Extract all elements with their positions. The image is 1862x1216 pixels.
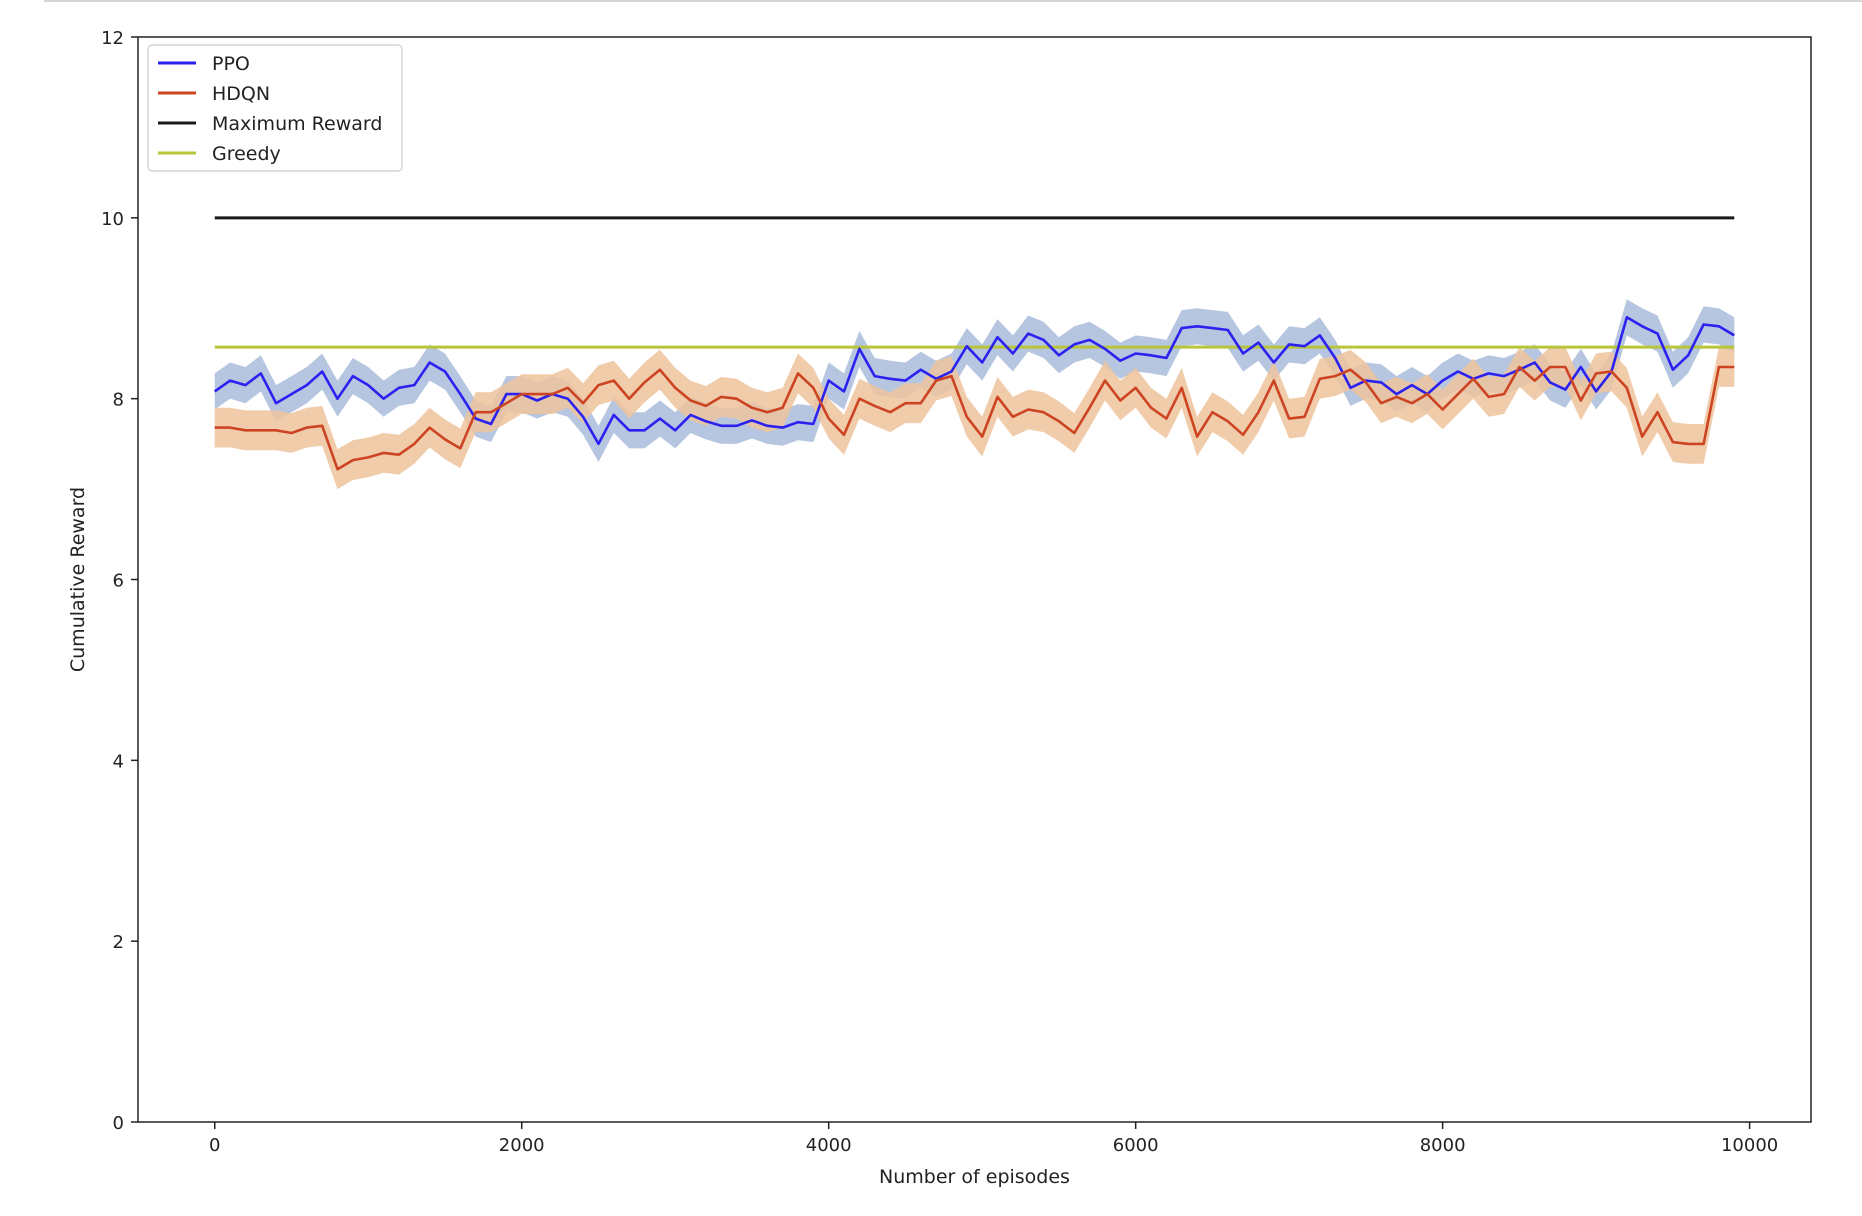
- legend: PPO HDQN Maximum Reward Greedy: [147, 44, 403, 172]
- plot-frame: [137, 36, 1812, 1123]
- legend-label-greedy: Greedy: [212, 143, 281, 165]
- series-lines: [213, 216, 1735, 471]
- confidence-bands: [214, 299, 1735, 490]
- y-tick-label: 4: [113, 751, 124, 772]
- y-tick-label: 0: [113, 1113, 124, 1134]
- x-axis-label: Number of episodes: [879, 1166, 1070, 1188]
- legend-label-hdqn: HDQN: [212, 83, 270, 105]
- x-tick-label: 0: [209, 1135, 220, 1156]
- x-tick-label: 6000: [1113, 1135, 1159, 1156]
- y-tick-label: 10: [101, 209, 124, 230]
- band-hdqn: [214, 347, 1735, 490]
- band-ppo: [214, 299, 1735, 462]
- line-hdqn: [214, 365, 1735, 471]
- y-axis-ticks: 0 2 4 6 8 10 12: [101, 28, 138, 1134]
- y-tick-label: 12: [101, 28, 124, 49]
- y-tick-label: 8: [113, 390, 124, 411]
- top-divider: [44, 0, 1862, 2]
- x-axis-ticks: 0 2000 4000 6000 8000 10000: [209, 1122, 1778, 1156]
- x-tick-label: 8000: [1420, 1135, 1466, 1156]
- x-tick-label: 4000: [806, 1135, 852, 1156]
- legend-label-ppo: PPO: [212, 53, 250, 75]
- x-tick-label: 2000: [499, 1135, 545, 1156]
- legend-label-maximum-reward: Maximum Reward: [212, 113, 382, 135]
- line-ppo: [213, 315, 1735, 446]
- x-tick-label: 10000: [1721, 1135, 1778, 1156]
- y-axis-label: Cumulative Reward: [67, 487, 89, 672]
- y-tick-label: 6: [113, 571, 124, 592]
- legend-box: [147, 44, 403, 172]
- y-tick-label: 2: [113, 932, 124, 953]
